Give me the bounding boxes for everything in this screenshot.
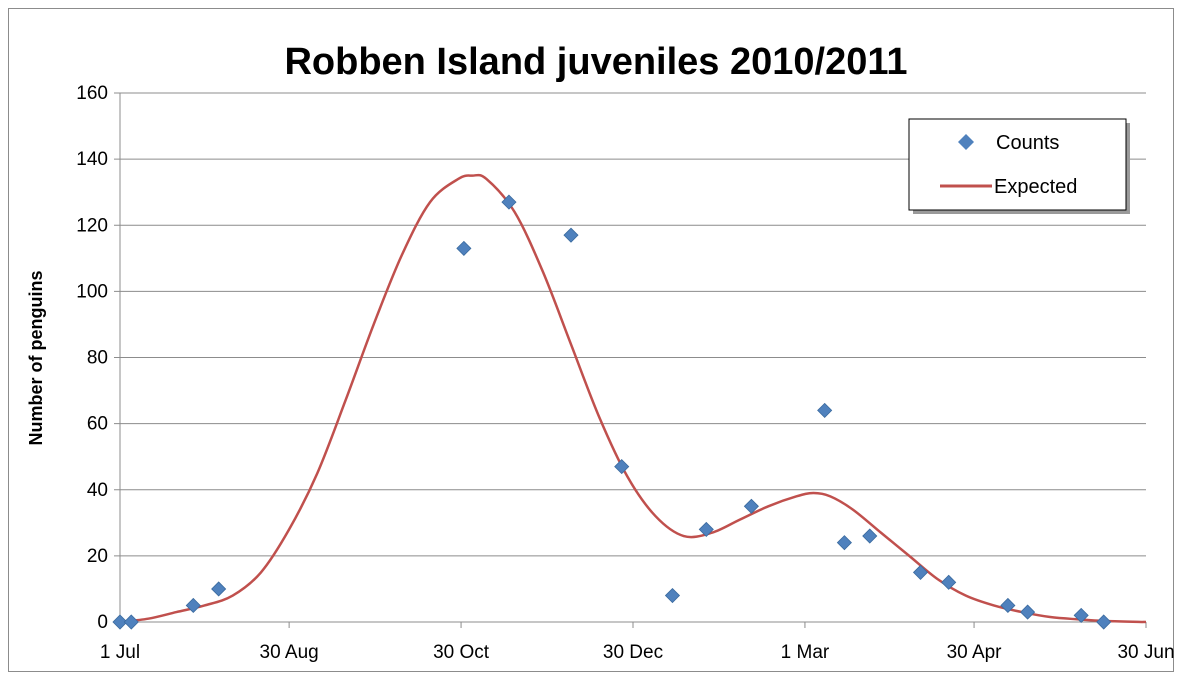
expected-series	[119, 173, 1147, 624]
count-point	[862, 528, 878, 544]
y-tick-label: 100	[76, 281, 108, 302]
axes	[119, 93, 1147, 628]
count-point	[817, 402, 833, 418]
legend-counts-label: Counts	[996, 132, 1059, 154]
expected-line	[119, 173, 1147, 624]
chart-title: Robben Island juveniles 2010/2011	[284, 41, 907, 83]
count-point	[912, 564, 929, 580]
y-axis-label: Number of penguins	[26, 271, 46, 446]
count-point	[836, 535, 852, 551]
count-point	[1096, 614, 1112, 630]
count-point	[456, 240, 472, 256]
y-tick-label: 160	[76, 83, 108, 104]
count-point	[211, 581, 227, 597]
x-tick-label: 1 Mar	[781, 642, 830, 663]
legend: Counts Expected	[908, 118, 1130, 214]
legend-counts-marker	[958, 134, 974, 150]
x-tick-label: 30 Aug	[260, 642, 319, 663]
legend-expected-label: Expected	[994, 176, 1077, 198]
count-point	[563, 227, 579, 243]
count-point	[743, 498, 759, 514]
y-tick-label: 20	[87, 546, 108, 567]
count-point	[1020, 604, 1036, 620]
count-point	[1073, 607, 1089, 623]
count-point	[614, 459, 630, 475]
x-tick-labels: 1 Jul 30 Aug 30 Oct 30 Dec 1 Mar 30 Apr 30 Jun	[100, 642, 1175, 663]
count-point	[501, 194, 517, 210]
y-tick-labels: 0 20 40 60 80 100 120 140 160	[76, 83, 108, 633]
y-tick-label: 120	[76, 215, 108, 236]
y-tick-label: 80	[87, 348, 108, 369]
x-tick-label: 30 Oct	[433, 642, 490, 663]
count-point	[664, 587, 681, 604]
counts-series	[112, 194, 1112, 630]
y-tick-label: 40	[87, 480, 108, 501]
count-point	[112, 614, 128, 630]
count-point	[123, 614, 139, 630]
x-tick-label: 30 Jun	[1117, 642, 1174, 663]
x-tick-label: 30 Apr	[947, 642, 1003, 663]
y-tick-label: 60	[87, 414, 108, 435]
count-point	[698, 521, 714, 537]
x-tick-label: 1 Jul	[100, 642, 140, 663]
y-tick-label: 140	[76, 149, 108, 170]
y-tick-label: 0	[97, 612, 108, 633]
x-tick-label: 30 Dec	[603, 642, 663, 663]
count-point	[185, 597, 201, 614]
legend-box	[908, 118, 1127, 211]
count-point	[1000, 597, 1016, 614]
count-point	[941, 574, 957, 590]
